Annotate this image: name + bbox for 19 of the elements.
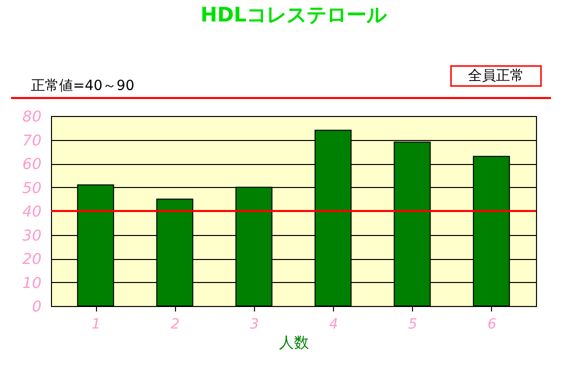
x-tick-label: 2 — [170, 316, 180, 332]
x-tick-label: 4 — [329, 316, 338, 332]
y-tick-label: 10 — [22, 274, 42, 292]
chart-title: HDLコレステロール — [200, 2, 388, 26]
y-tick-label: 60 — [22, 155, 42, 173]
y-tick-label: 70 — [22, 131, 42, 150]
x-tick-label: 5 — [408, 316, 418, 332]
y-tick-label: 40 — [22, 202, 42, 220]
y-tick-label: 80 — [22, 108, 42, 126]
text: 正常値=40～90 — [31, 78, 134, 94]
x-axis-title: 人数 — [279, 334, 309, 352]
x-tick-label: 1 — [92, 316, 101, 332]
y-tick-label: 20 — [22, 250, 42, 268]
y-tick-label: 30 — [22, 226, 42, 244]
x-tick-label: 3 — [250, 316, 259, 332]
x-tick-label: 6 — [487, 316, 496, 332]
y-tick-label: 50 — [22, 178, 42, 197]
y-tick-label: 0 — [32, 298, 42, 316]
text: 全員正常 — [468, 68, 524, 84]
